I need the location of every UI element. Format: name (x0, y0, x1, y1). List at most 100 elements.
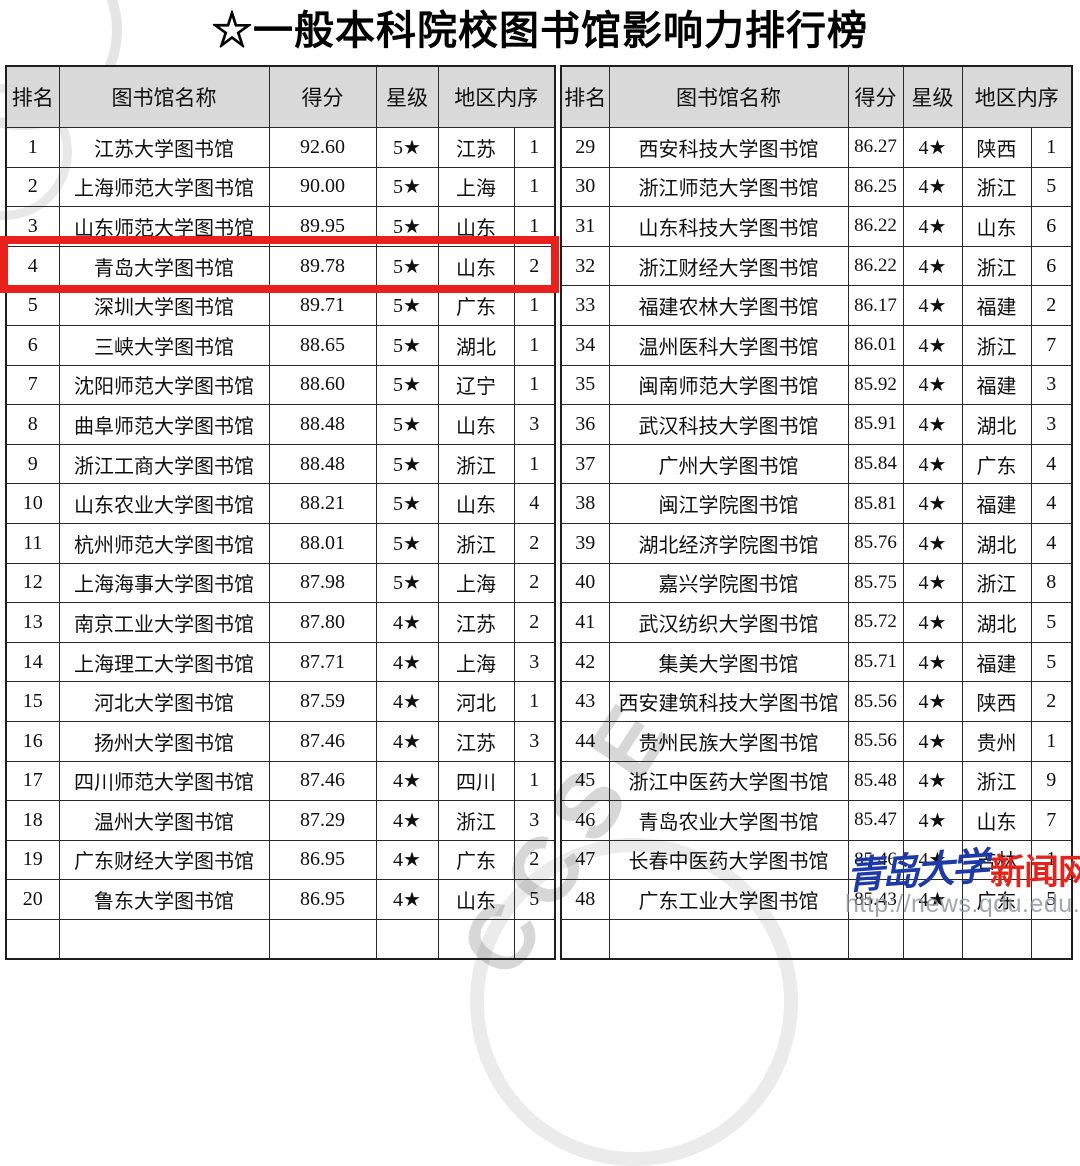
table-row: 43 西安建筑科技大学图书馆 85.56 4★ 陕西 2 (560, 681, 1073, 722)
score-cell: 88.65 (268, 324, 377, 366)
header-row: 排名 图书馆名称 得分 星级 地区内序 (560, 65, 1073, 128)
library-name-cell: 温州医科大学图书馆 (608, 324, 849, 366)
score-cell: 87.59 (268, 681, 377, 722)
library-name-cell: 西安建筑科技大学图书馆 (608, 681, 849, 722)
star-rating-cell: 4★ (375, 602, 439, 643)
rank-cell: 1 (5, 127, 60, 168)
score-cell: 85.56 (847, 720, 904, 762)
star-rating-cell: 4★ (902, 522, 963, 564)
region-cell: 陕西 (961, 127, 1032, 168)
star-rating-cell: 4★ (902, 404, 963, 445)
region-cell: 广东 (437, 839, 515, 881)
region-cell: 浙江 (437, 443, 515, 485)
rank-cell: 30 (560, 166, 610, 208)
star-rating-cell: 4★ (375, 800, 439, 841)
library-name-cell: 集美大学图书馆 (608, 641, 849, 683)
rank-cell: 42 (560, 641, 610, 683)
library-name-cell: 浙江工商大学图书馆 (58, 443, 270, 485)
rank-cell: 38 (560, 483, 610, 524)
column-header: 地区内序 (961, 65, 1073, 128)
score-cell: 87.46 (268, 760, 377, 802)
score-cell: 85.75 (847, 562, 904, 604)
region-order-cell: 3 (1030, 404, 1073, 445)
empty-cell (58, 918, 270, 960)
table-row: 32 浙江财经大学图书馆 86.22 4★ 浙江 6 (560, 245, 1073, 287)
empty-cell (560, 918, 610, 960)
region-cell: 浙江 (961, 166, 1032, 208)
rank-cell: 44 (560, 720, 610, 762)
score-cell: 90.00 (268, 166, 377, 208)
table-row: 8 曲阜师范大学图书馆 88.48 5★ 山东 3 (5, 404, 556, 445)
region-cell: 山东 (437, 483, 515, 524)
region-cell: 山东 (437, 879, 515, 920)
table-row: 39 湖北经济学院图书馆 85.76 4★ 湖北 4 (560, 522, 1073, 564)
table-row: 6 三峡大学图书馆 88.65 5★ 湖北 1 (5, 324, 556, 366)
rank-cell: 14 (5, 641, 60, 683)
region-order-cell: 5 (1030, 879, 1073, 920)
table-header: 排名 图书馆名称 得分 星级 地区内序 (5, 65, 556, 128)
region-cell: 河北 (437, 681, 515, 722)
table-row: 36 武汉科技大学图书馆 85.91 4★ 湖北 3 (560, 404, 1073, 445)
region-cell: 贵州 (961, 720, 1032, 762)
region-cell: 吉林 (961, 839, 1032, 881)
region-cell: 浙江 (961, 324, 1032, 366)
region-cell: 江苏 (437, 720, 515, 762)
region-cell: 浙江 (961, 245, 1032, 287)
table-row: 14 上海理工大学图书馆 87.71 4★ 上海 3 (5, 641, 556, 683)
star-rating-cell: 5★ (375, 324, 439, 366)
region-order-cell: 7 (1030, 324, 1073, 366)
star-rating-cell: 5★ (375, 443, 439, 485)
table-row: 48 广东工业大学图书馆 85.43 4★ 广东 5 (560, 879, 1073, 920)
score-cell: 87.80 (268, 602, 377, 643)
library-name-cell: 西安科技大学图书馆 (608, 127, 849, 168)
region-order-cell: 1 (513, 364, 556, 406)
region-order-cell: 6 (1030, 245, 1073, 287)
rank-cell: 35 (560, 364, 610, 406)
score-cell: 88.21 (268, 483, 377, 524)
library-name-cell: 曲阜师范大学图书馆 (58, 404, 270, 445)
rank-cell: 29 (560, 127, 610, 168)
ranking-table-right: 排名 图书馆名称 得分 星级 地区内序 29 西安科技大学图书馆 86.27 4★ 陕西 1 30 浙… (560, 65, 1073, 960)
table-row: 17 四川师范大学图书馆 87.46 4★ 四川 1 (5, 760, 556, 802)
rank-cell: 12 (5, 562, 60, 604)
star-rating-cell: 5★ (375, 245, 439, 287)
empty-cell (847, 918, 904, 960)
region-cell: 山东 (437, 245, 515, 287)
region-order-cell: 3 (513, 404, 556, 445)
library-name-cell: 沈阳师范大学图书馆 (58, 364, 270, 406)
site-watermark-news: 新闻网 (990, 853, 1080, 892)
region-order-cell: 3 (513, 720, 556, 762)
rank-cell: 45 (560, 760, 610, 802)
score-cell: 85.46 (847, 839, 904, 881)
empty-cell (961, 918, 1032, 960)
region-order-cell: 1 (1030, 127, 1073, 168)
score-cell: 86.17 (847, 285, 904, 326)
star-rating-cell: 4★ (375, 641, 439, 683)
library-name-cell: 浙江财经大学图书馆 (608, 245, 849, 287)
star-rating-cell: 4★ (902, 602, 963, 643)
score-cell: 87.29 (268, 800, 377, 841)
score-cell: 87.98 (268, 562, 377, 604)
score-cell: 85.43 (847, 879, 904, 920)
region-cell: 上海 (437, 562, 515, 604)
empty-cell (375, 918, 439, 960)
library-name-cell: 武汉纺织大学图书馆 (608, 602, 849, 643)
library-name-cell: 上海师范大学图书馆 (58, 166, 270, 208)
library-name-cell: 江苏大学图书馆 (58, 127, 270, 168)
region-order-cell: 4 (513, 483, 556, 524)
table-row: 2 上海师范大学图书馆 90.00 5★ 上海 1 (5, 166, 556, 208)
highlighted-row: 4 青岛大学图书馆 89.78 5★ 山东 2 (5, 245, 556, 287)
region-cell: 上海 (437, 641, 515, 683)
table-row: 47 长春中医药大学图书馆 85.46 4★ 吉林 1 (560, 839, 1073, 881)
table-row: 30 浙江师范大学图书馆 86.25 4★ 浙江 5 (560, 166, 1073, 208)
table-row: 37 广州大学图书馆 85.84 4★ 广东 4 (560, 443, 1073, 485)
library-name-cell: 嘉兴学院图书馆 (608, 562, 849, 604)
region-cell: 陕西 (961, 681, 1032, 722)
table-row: 38 闽江学院图书馆 85.81 4★ 福建 4 (560, 483, 1073, 524)
header-row: 排名 图书馆名称 得分 星级 地区内序 (5, 65, 556, 128)
rank-cell: 33 (560, 285, 610, 326)
site-watermark-url: http://news.qdu.edu.cn (845, 890, 1080, 918)
rank-cell: 8 (5, 404, 60, 445)
star-rating-cell: 5★ (375, 364, 439, 406)
region-cell: 山东 (437, 404, 515, 445)
